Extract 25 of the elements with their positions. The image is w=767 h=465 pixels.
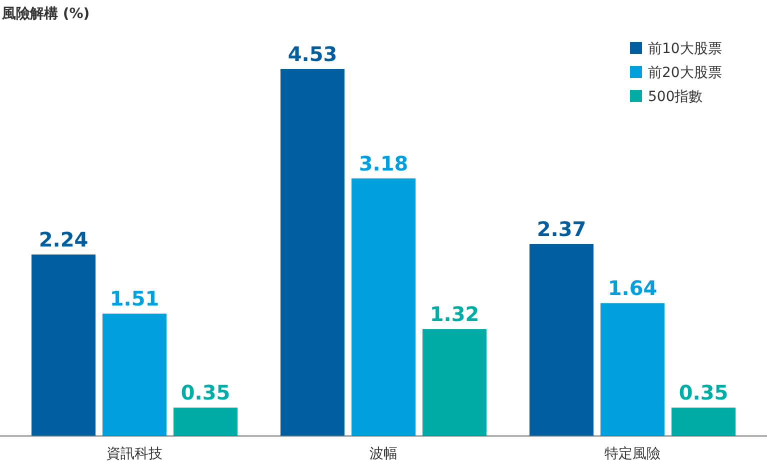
bar: [280, 69, 344, 436]
data-label: 2.37: [536, 216, 586, 241]
data-label: 4.53: [288, 42, 338, 66]
bar: [672, 408, 736, 436]
data-label: 2.24: [38, 228, 88, 252]
bar: [530, 244, 594, 436]
bar: [422, 329, 486, 436]
data-label: 0.35: [678, 380, 728, 405]
legend-label: 前10大股票: [648, 41, 722, 57]
bar: [174, 408, 238, 436]
data-label: 3.18: [358, 151, 408, 176]
bar: [352, 178, 416, 436]
x-tick-label: 波幅: [370, 446, 398, 462]
chart-title: 風險解構 (%): [1, 6, 90, 22]
legend-label: 500指數: [648, 89, 703, 105]
bar: [600, 303, 664, 436]
data-label: 1.32: [430, 302, 480, 326]
x-tick-label: 資訊科技: [106, 446, 162, 462]
legend-label: 前20大股票: [648, 65, 722, 81]
data-label: 1.64: [608, 276, 658, 300]
bar: [32, 254, 96, 436]
data-label: 1.51: [110, 286, 160, 311]
x-tick-label: 特定風險: [604, 446, 660, 462]
data-label: 0.35: [180, 380, 230, 405]
bar: [102, 314, 166, 436]
